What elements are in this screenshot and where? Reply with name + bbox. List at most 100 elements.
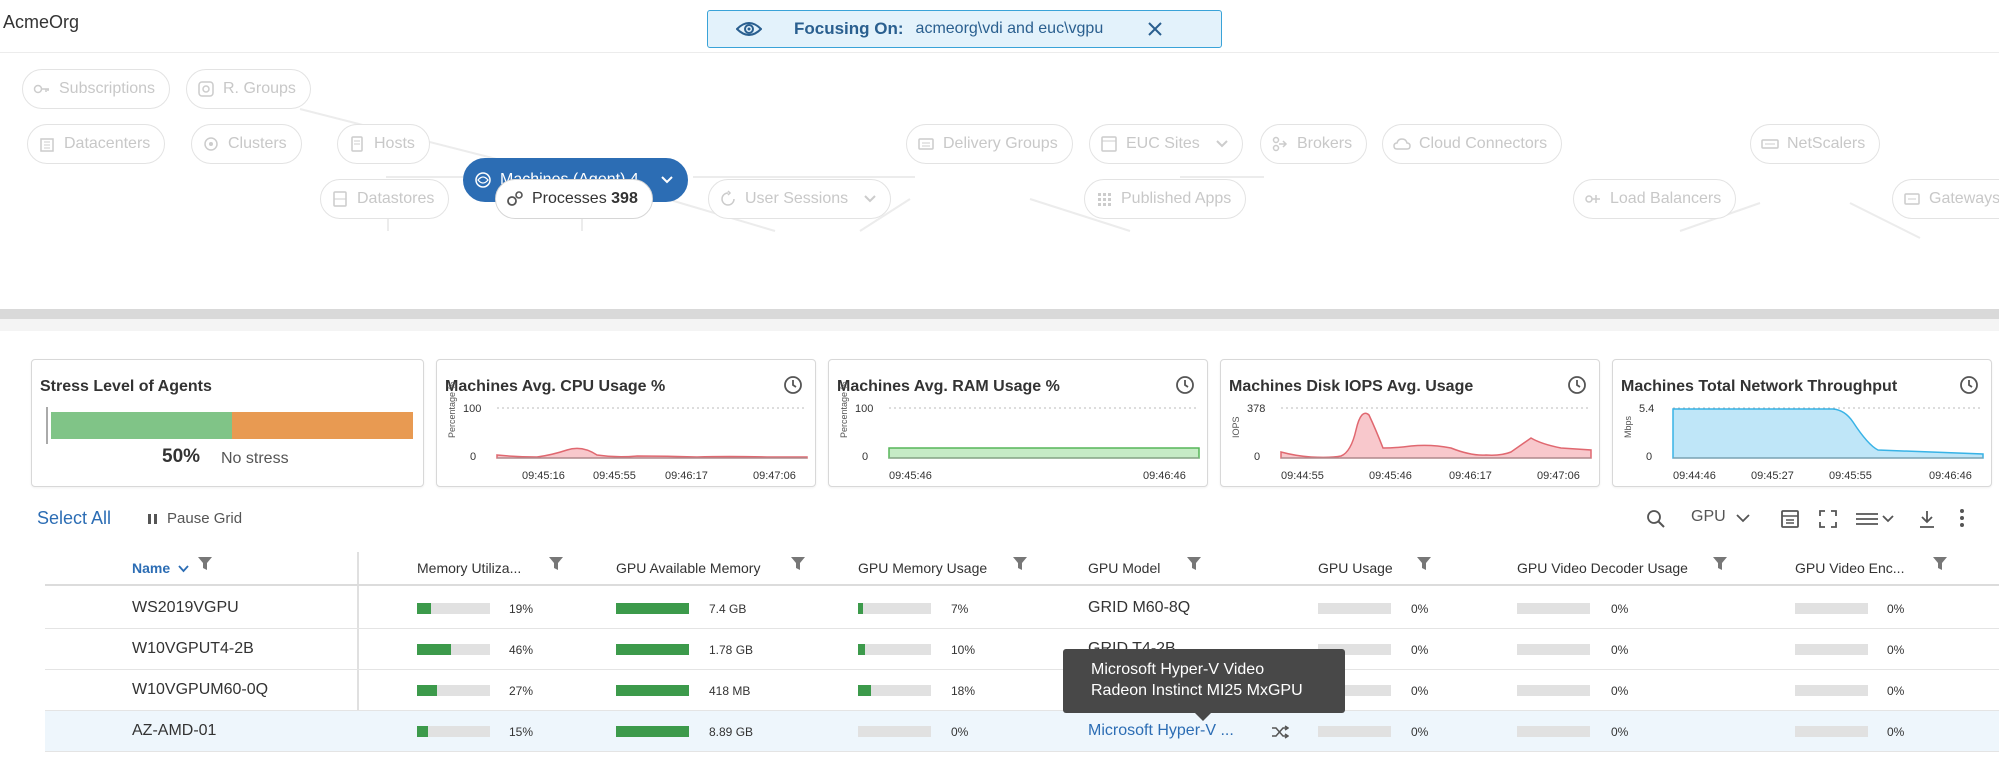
gpu-available-bar [616, 644, 689, 655]
network-tick-1: 09:44:46 [1673, 470, 1716, 482]
close-icon[interactable] [1147, 21, 1163, 37]
filter-icon[interactable] [791, 556, 805, 571]
topo-cloud-connectors-label: Cloud Connectors [1419, 135, 1548, 152]
iops-ymin: 0 [1254, 451, 1260, 463]
topo-netscalers-label: NetScalers [1787, 135, 1866, 152]
table-row[interactable]: W10VGPUM60-0Q 27% 418 MB 18% 0% 0% 0% [45, 670, 1999, 711]
table-row[interactable]: WS2019VGPU 19% 7.4 GB 7% GRID M60-8Q 0% 0% 0% [45, 588, 1999, 629]
splitter-handle[interactable] [0, 309, 1999, 319]
gpu-usage-bar [1318, 603, 1391, 614]
col-header-gpu-available-memory[interactable]: GPU Available Memory [616, 560, 761, 576]
search-icon[interactable] [1646, 509, 1666, 529]
section-gap [0, 319, 1999, 331]
gpu-available-value: 1.78 GB [709, 643, 754, 657]
memory-bar-fill [417, 726, 428, 737]
iops-card[interactable]: Machines Disk IOPS Avg. Usage IOPS 378 0… [1220, 359, 1600, 487]
memory-bar-fill [417, 603, 431, 614]
topology-map: Subscriptions R. Groups Datacenters Clus… [0, 52, 1999, 310]
col-header-gpu-model[interactable]: GPU Model [1088, 560, 1161, 576]
topo-rgroups-label: R. Groups [223, 80, 296, 97]
filter-icon[interactable] [1417, 556, 1431, 571]
filter-icon[interactable] [198, 556, 212, 571]
select-all-link[interactable]: Select All [37, 508, 112, 528]
iops-yaxis-label: IOPS [1231, 416, 1241, 438]
density-menu-icon[interactable] [1856, 511, 1896, 527]
iops-card-title: Machines Disk IOPS Avg. Usage [1229, 378, 1474, 395]
ram-ymax: 100 [855, 403, 873, 415]
topo-brokers-label: Brokers [1297, 135, 1353, 152]
clock-icon[interactable] [1959, 375, 1979, 395]
topo-processes[interactable]: Processes 398 [495, 179, 653, 219]
fullscreen-icon[interactable] [1818, 509, 1838, 529]
gpu-memory-value: 10% [951, 643, 976, 657]
machine-name[interactable]: W10VGPUT4-2B [132, 640, 254, 657]
ram-card[interactable]: Machines Avg. RAM Usage % Percentage % 1… [828, 359, 1208, 487]
gpu-usage-bar [1318, 685, 1391, 696]
topo-clusters[interactable]: Clusters [191, 124, 302, 164]
table-row[interactable]: AZ-AMD-01 15% 8.89 GB 0% Microsoft Hyper-V .… [45, 711, 1999, 752]
pause-icon [148, 513, 157, 524]
iops-tick-1: 09:44:55 [1281, 470, 1324, 482]
more-vertical-icon[interactable] [1958, 508, 1966, 528]
chevron-down-icon[interactable] [1736, 514, 1750, 523]
pause-grid-button[interactable]: Pause Grid [148, 510, 242, 527]
shuffle-icon[interactable] [1271, 725, 1289, 739]
topo-rgroups[interactable]: R. Groups [186, 69, 311, 109]
cpu-card[interactable]: Machines Avg. CPU Usage % Percentage % 1… [436, 359, 816, 487]
machine-name[interactable]: W10VGPUM60-0Q [132, 681, 269, 698]
network-card[interactable]: Machines Total Network Throughput Mbps 5… [1612, 359, 1992, 487]
machine-name[interactable]: AZ-AMD-01 [132, 722, 217, 739]
machine-name[interactable]: WS2019VGPU [132, 599, 239, 616]
topo-published-apps[interactable]: Published Apps [1084, 179, 1247, 219]
col-header-gpu-memory-usage[interactable]: GPU Memory Usage [858, 560, 988, 576]
download-icon[interactable] [1918, 509, 1936, 529]
topo-netscalers[interactable]: NetScalers [1750, 124, 1881, 164]
gpu-model-value[interactable]: Microsoft Hyper-V ... [1088, 722, 1234, 739]
cpu-tick-4: 09:47:06 [753, 470, 796, 482]
col-header-name[interactable]: Name [132, 560, 189, 576]
encoder-value: 0% [1887, 684, 1905, 698]
export-sheet-icon[interactable] [1780, 509, 1800, 529]
gpu-available-bar [616, 726, 689, 737]
topo-gateways[interactable]: Gateways [1892, 179, 1999, 219]
clock-icon[interactable] [1567, 375, 1587, 395]
gpu-usage-bar [1318, 726, 1391, 737]
clock-icon[interactable] [783, 375, 803, 395]
topo-user-sessions[interactable]: User Sessions [708, 179, 892, 219]
topo-brokers[interactable]: Brokers [1260, 124, 1368, 164]
focus-banner[interactable]: Focusing On: acmeorg\vdi and euc\vgpu [707, 10, 1222, 48]
col-header-gpu-usage[interactable]: GPU Usage [1318, 560, 1393, 576]
topo-hosts[interactable]: Hosts [337, 124, 430, 164]
encoder-bar [1795, 685, 1868, 696]
topo-delivery-groups[interactable]: Delivery Groups [906, 124, 1073, 164]
filter-icon[interactable] [1933, 556, 1947, 571]
memory-bar-fill [417, 685, 437, 696]
chevron-down-icon[interactable] [1216, 140, 1228, 148]
pinned-column-separator[interactable] [357, 552, 359, 752]
col-header-encoder[interactable]: GPU Video Enc... [1795, 560, 1905, 576]
gpu-memory-value: 7% [951, 602, 969, 616]
topo-datacenters[interactable]: Datacenters [27, 124, 166, 164]
clock-icon[interactable] [1175, 375, 1195, 395]
topo-subscriptions[interactable]: Subscriptions [22, 69, 171, 109]
filter-icon[interactable] [1713, 556, 1727, 571]
chevron-down-icon[interactable] [661, 176, 673, 184]
gpu-memory-bar-fill [858, 685, 871, 696]
filter-icon[interactable] [1013, 556, 1027, 571]
decoder-value: 0% [1611, 643, 1629, 657]
network-area [1672, 408, 1984, 459]
filter-icon[interactable] [549, 556, 563, 571]
column-set-select[interactable]: GPU [1691, 508, 1726, 526]
topo-cloud-connectors[interactable]: Cloud Connectors [1382, 124, 1563, 164]
memory-value: 27% [509, 684, 534, 698]
col-header-decoder[interactable]: GPU Video Decoder Usage [1517, 560, 1688, 576]
topo-datastores[interactable]: Datastores [320, 179, 450, 219]
topo-load-balancers[interactable]: Load Balancers [1573, 179, 1737, 219]
gpu-usage-value: 0% [1411, 643, 1429, 657]
topo-euc-sites[interactable]: EUC Sites [1089, 124, 1243, 164]
col-header-memory[interactable]: Memory Utiliza... [417, 560, 522, 576]
decoder-value: 0% [1611, 602, 1629, 616]
chevron-down-icon[interactable] [864, 195, 876, 203]
filter-icon[interactable] [1187, 556, 1201, 571]
